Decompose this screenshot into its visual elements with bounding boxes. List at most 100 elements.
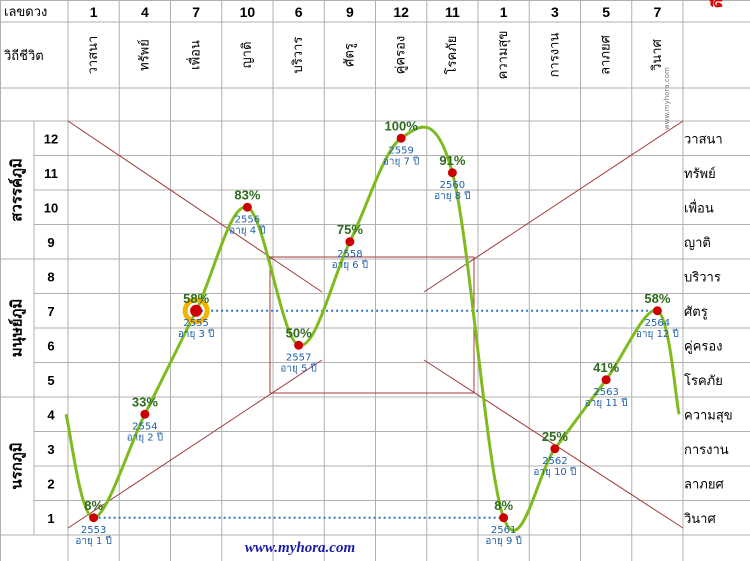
age-label: อายุ 12 ปี	[636, 328, 679, 340]
year-label: 2564	[645, 318, 670, 329]
level-label-right: วาสนา	[684, 132, 723, 147]
lucky-number: 12	[393, 4, 409, 20]
lucky-number: 7	[653, 4, 661, 20]
life-label-vertical: บริวาร	[291, 37, 306, 74]
lucky-number: 3	[551, 4, 559, 20]
year-label: 2556	[235, 214, 260, 225]
lucky-number: 6	[295, 4, 303, 20]
age-label: อายุ 11 ปี	[585, 397, 628, 409]
percent-label: 50%	[286, 325, 312, 340]
age-label: อายุ 2 ปี	[127, 431, 164, 443]
row2-label: วิถีชีวิต	[3, 48, 43, 64]
percent-label: 8%	[494, 498, 513, 513]
level-number: 8	[47, 269, 54, 284]
year-label: 2557	[286, 352, 311, 363]
year-label: 2561	[491, 525, 516, 536]
age-label: อายุ 1 ปี	[75, 535, 112, 547]
level-number: 5	[47, 373, 54, 388]
percent-label: 58%	[644, 291, 670, 306]
age-label: อายุ 10 ปี	[533, 466, 576, 478]
life-label-vertical: ความสุข	[496, 31, 511, 80]
level-label-right: ญาติ	[684, 236, 711, 251]
watermark-vertical: www.myhora.com	[663, 67, 671, 130]
age-label: อายุ 5 ปี	[280, 362, 317, 374]
level-label-right: คู่ครอง	[684, 339, 723, 354]
percent-label: 100%	[385, 118, 419, 133]
life-label-vertical: การงาน	[547, 33, 562, 78]
life-label-vertical: ศัตรู	[342, 43, 357, 67]
percent-label: 83%	[234, 187, 260, 202]
age-label: อายุ 7 ปี	[383, 155, 420, 167]
data-point	[601, 375, 611, 385]
life-curve	[64, 125, 681, 532]
level-label-right: เพื่อน	[684, 199, 714, 216]
level-number: 11	[44, 166, 58, 181]
life-label-vertical: วาสนา	[86, 36, 101, 75]
age-label: อายุ 3 ปี	[178, 328, 215, 340]
footer-site: www.myhora.com	[245, 540, 355, 556]
level-number: 2	[47, 476, 54, 491]
diag-line	[67, 359, 323, 529]
level-number: 6	[47, 338, 54, 353]
level-label-right: โรคภัย	[684, 373, 723, 389]
year-label: 2554	[132, 421, 157, 432]
level-number: 1	[47, 511, 54, 526]
level-number: 4	[47, 407, 55, 422]
data-point	[652, 306, 662, 316]
life-label-vertical: โรคภัย	[444, 36, 460, 75]
level-label-right: การงาน	[684, 443, 729, 458]
level-label-right: ศัตรู	[684, 305, 708, 320]
life-label-vertical: วินาศ	[650, 38, 665, 71]
diag-line	[423, 359, 684, 529]
diag-line	[67, 120, 323, 293]
lucky-number: 10	[240, 4, 256, 20]
corner-mark: ดี	[710, 0, 726, 8]
life-label-vertical: เพื่อน	[187, 40, 204, 70]
life-label-vertical: ทรัพย์	[136, 39, 152, 71]
percent-label: 58%	[183, 291, 209, 306]
percent-label: 75%	[337, 222, 363, 237]
year-label: 2553	[81, 525, 106, 536]
year-label: 2563	[593, 387, 618, 398]
level-number: 10	[44, 200, 58, 215]
row1-label: เลขดวง	[4, 5, 47, 20]
level-label-right: วินาศ	[683, 512, 716, 527]
year-label: 2555	[183, 318, 208, 329]
lucky-number: 11	[445, 4, 460, 20]
lucky-number: 7	[192, 4, 200, 20]
level-number: 9	[47, 235, 54, 250]
lucky-number: 1	[500, 4, 508, 20]
age-label: อายุ 6 ปี	[332, 259, 369, 271]
zone-label: มนุษย์ภูมิ	[8, 299, 27, 358]
data-point	[190, 304, 203, 317]
data-point	[447, 168, 457, 178]
zone-label: สวรรค์ภูมิ	[8, 158, 27, 222]
data-point	[89, 513, 99, 523]
level-number: 12	[44, 131, 58, 146]
level-label-right: บริวาร	[684, 270, 721, 285]
year-label: 2562	[542, 456, 567, 467]
level-label-right: ความสุข	[684, 408, 733, 423]
percent-label: 25%	[542, 429, 568, 444]
age-label: อายุ 8 ปี	[434, 190, 471, 202]
life-label-vertical: ญาติ	[240, 42, 255, 69]
lucky-number: 4	[141, 4, 149, 20]
level-number: 3	[47, 442, 54, 457]
percent-label: 91%	[439, 153, 465, 168]
percent-label: 33%	[132, 394, 158, 409]
year-label: 2560	[440, 180, 465, 191]
data-point	[242, 202, 252, 212]
data-point	[396, 133, 406, 143]
data-point	[345, 237, 355, 247]
level-number: 7	[47, 304, 54, 319]
age-label: อายุ 9 ปี	[485, 535, 522, 547]
age-label: อายุ 4 ปี	[229, 224, 266, 236]
level-label-right: ลาภยศ	[684, 477, 724, 492]
lucky-number: 5	[602, 4, 610, 20]
level-label-right: ทรัพย์	[684, 166, 716, 182]
percent-label: 41%	[593, 360, 619, 375]
life-label-vertical: คู่ครอง	[394, 36, 409, 75]
year-label: 2559	[388, 145, 413, 156]
data-point	[550, 444, 560, 454]
